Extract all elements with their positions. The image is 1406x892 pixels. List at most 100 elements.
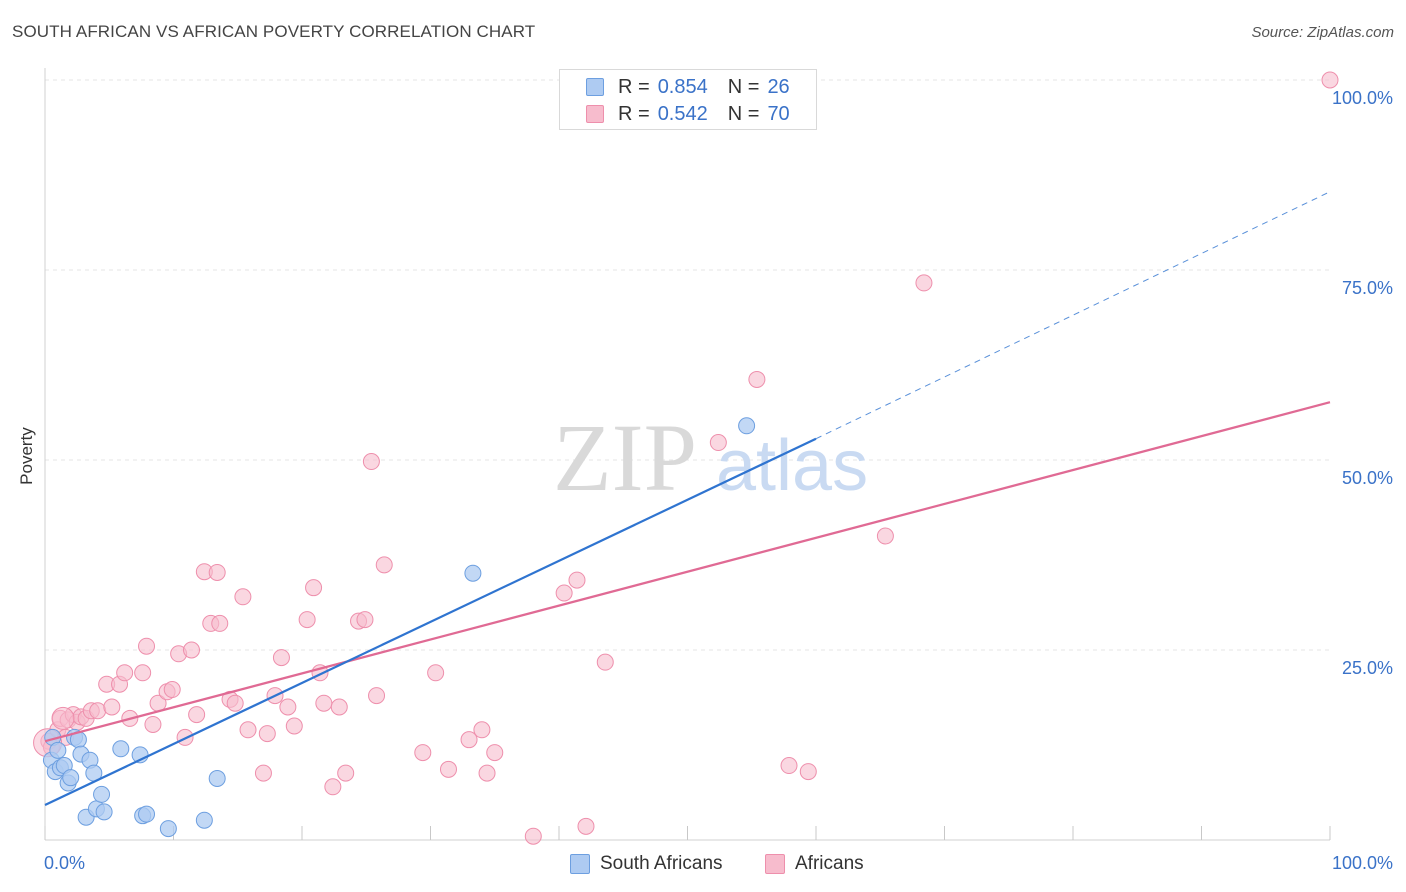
legend-row-africans: R = 0.542 N = 70 [586,102,790,126]
y-tick-label: 75.0% [1342,278,1393,298]
africans-point [555,584,573,602]
africans-point [414,744,432,762]
africans-point [709,434,727,452]
y-tick-label: 100.0% [1332,88,1393,108]
trend-lines [44,191,1331,807]
africans-point [51,706,75,730]
grid-layer [45,79,1330,651]
south-africans-point [112,740,130,758]
legend-n-value: 26 [767,75,790,98]
africans-point [780,757,798,775]
africans-point [134,664,152,682]
africans-point [298,611,316,629]
africans-point [460,731,478,749]
bottom-legend-south-africans[interactable]: South Africans [570,852,723,876]
africans-point [234,588,252,606]
africans-point [208,563,226,581]
africans-point [915,274,933,292]
y-axis-label: Poverty [17,427,36,485]
africans-point [427,664,445,682]
south-africans-point [738,417,756,435]
africans-point [89,702,107,720]
africans-point [258,725,276,743]
africans-point [330,698,348,716]
chart-title: SOUTH AFRICAN VS AFRICAN POVERTY CORRELA… [12,22,536,41]
south-africans-trend-extension [815,191,1331,440]
south-africans-point [95,803,113,821]
bottom-legend-label: South Africans [600,853,723,874]
africans-point [596,653,614,671]
south-africans-trend-line [44,437,817,807]
africans-point [486,744,504,762]
africans-point [748,370,766,388]
africans-point [524,827,542,845]
africans-point [226,694,244,712]
y-tick-label: 25.0% [1342,658,1393,678]
africans-point [116,664,134,682]
legend-n-label: N = [727,75,760,98]
africans-point [356,611,374,629]
watermark-zip: ZIP [553,404,697,511]
legend-r-label: R = [618,102,650,125]
africans-point [375,556,393,574]
bottom-legend-label: Africans [795,853,864,874]
source-credit: Source: ZipAtlas.com [1251,24,1394,41]
africans-point [439,760,457,778]
legend-swatch-blue [586,78,604,96]
africans-point [211,614,229,632]
africans-point [315,694,333,712]
south-africans-points [42,417,756,838]
south-africans-point [464,564,482,582]
legend-n-value: 70 [767,102,790,125]
south-africans-point [159,820,177,838]
bottom-legend-swatch-pink [765,854,785,874]
tick-labels: 25.0% 50.0% 75.0% 100.0% 0.0% 100.0% [44,88,1393,873]
south-africans-point [62,769,80,787]
south-africans-point [208,769,226,787]
africans-point [473,721,491,739]
africans-point [188,706,206,724]
south-africans-point [195,811,213,829]
africans-trend-line [44,401,1331,743]
africans-point [362,453,380,471]
south-africans-point [93,785,111,803]
x-tick-label: 100.0% [1332,853,1393,873]
south-africans-point [49,741,67,759]
africans-point [182,641,200,659]
legend-r-value: 0.854 [657,75,708,98]
africans-point [1321,71,1339,89]
x-tick-label: 0.0% [44,853,85,873]
africans-point [138,637,156,655]
africans-point [799,763,817,781]
correlation-legend: R = 0.854 N = 26 R = 0.542 N = 70 [559,69,817,130]
legend-n-label: N = [727,102,760,125]
bottom-legend-swatch-blue [570,854,590,874]
axis-layer [44,68,1331,841]
south-africans-point [138,805,156,823]
legend-row-south-africans: R = 0.854 N = 26 [586,75,790,99]
africans-point [272,649,290,667]
legend-r-value: 0.542 [657,102,708,125]
africans-point [163,681,181,699]
africans-point [239,721,257,739]
y-tick-label: 50.0% [1342,468,1393,488]
africans-point [305,579,323,597]
africans-point [144,715,162,733]
africans-point [103,698,121,716]
africans-point [324,778,342,796]
africans-point [279,698,297,716]
watermark: ZIP atlas [553,404,868,511]
africans-point [285,717,303,735]
africans-point [337,764,355,782]
africans-point [876,527,894,545]
africans-point [568,571,586,589]
africans-point [368,687,386,705]
africans-point [254,764,272,782]
watermark-atlas: atlas [716,426,868,506]
legend-r-label: R = [618,75,650,98]
africans-point [577,817,595,835]
bottom-legend-africans[interactable]: Africans [765,852,864,876]
africans-point [478,764,496,782]
legend-swatch-pink [586,105,604,123]
